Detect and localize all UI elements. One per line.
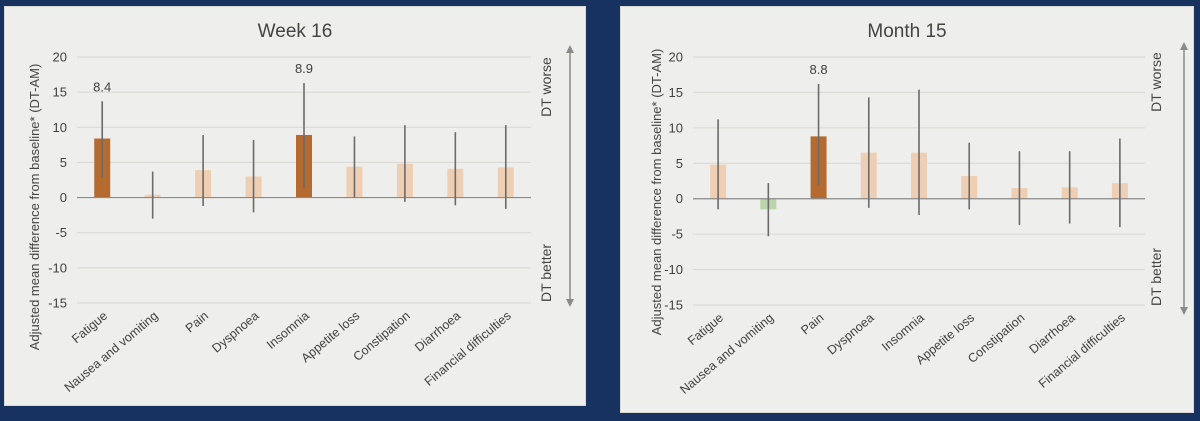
arrow-label-better: DT better	[1148, 248, 1164, 306]
y-tick-label: 20	[53, 50, 67, 65]
x-tick-label: Dyspnoea	[825, 311, 877, 358]
x-tick-label: Diarrhoea	[412, 309, 463, 355]
arrow-down-icon	[566, 299, 574, 307]
x-tick-label: Pain	[183, 309, 211, 336]
y-tick-label: -15	[664, 298, 683, 313]
y-tick-label: -5	[671, 227, 683, 242]
x-tick-label: Insomnia	[879, 311, 927, 354]
x-tick-label: Nausea and vomiting	[677, 311, 776, 397]
data-label: 8.8	[810, 62, 828, 77]
y-axis-label: Adjusted mean difference from baseline* …	[649, 49, 664, 336]
y-tick-label: 0	[676, 191, 683, 206]
arrow-up-icon	[566, 45, 574, 53]
y-tick-label: 20	[669, 50, 683, 65]
x-tick-label: Dyspnoea	[209, 309, 261, 356]
arrow-down-icon	[1180, 307, 1188, 315]
data-label: 8.9	[295, 61, 313, 76]
y-tick-label: 10	[669, 120, 683, 135]
x-tick-label: Fatigue	[685, 311, 726, 349]
chart-month-15: Month 15 Adjusted mean difference from b…	[649, 21, 1188, 397]
x-tick-label: Financial difficulties	[1036, 311, 1128, 391]
arrow-label-worse: DT worse	[1148, 52, 1164, 112]
arrow-label-better: DT better	[538, 244, 554, 302]
x-tick-label: Pain	[798, 311, 826, 338]
y-tick-label: 5	[676, 156, 683, 171]
y-axis-label: Adjusted mean difference from baseline* …	[27, 64, 42, 351]
y-tick-label: 0	[60, 190, 67, 205]
y-tick-label: -15	[48, 296, 67, 311]
y-tick-label: -5	[55, 225, 67, 240]
y-tick-label: 5	[60, 155, 67, 170]
x-tick-label: Financial difficulties	[422, 309, 514, 389]
y-tick-label: 15	[53, 85, 67, 100]
chart-panel-week-16: Week 16 Adjusted mean difference from ba…	[4, 6, 586, 406]
chart-title: Week 16	[258, 21, 333, 42]
y-tick-label: -10	[664, 262, 683, 277]
x-tick-label: Diarrhoea	[1027, 311, 1078, 357]
arrow-up-icon	[1180, 42, 1188, 50]
x-tick-label: Fatigue	[69, 309, 110, 347]
data-label: 8.4	[93, 79, 111, 94]
chart-panel-month-15: Month 15 Adjusted mean difference from b…	[620, 6, 1194, 413]
x-tick-label: Insomnia	[264, 309, 312, 352]
y-tick-label: 15	[669, 85, 683, 100]
arrow-label-worse: DT worse	[538, 57, 554, 117]
y-tick-label: -10	[48, 260, 67, 275]
x-tick-label: Nausea and vomiting	[62, 309, 161, 395]
chart-title: Month 15	[867, 21, 946, 42]
y-tick-label: 10	[53, 120, 67, 135]
chart-week-16: Week 16 Adjusted mean difference from ba…	[27, 21, 574, 395]
